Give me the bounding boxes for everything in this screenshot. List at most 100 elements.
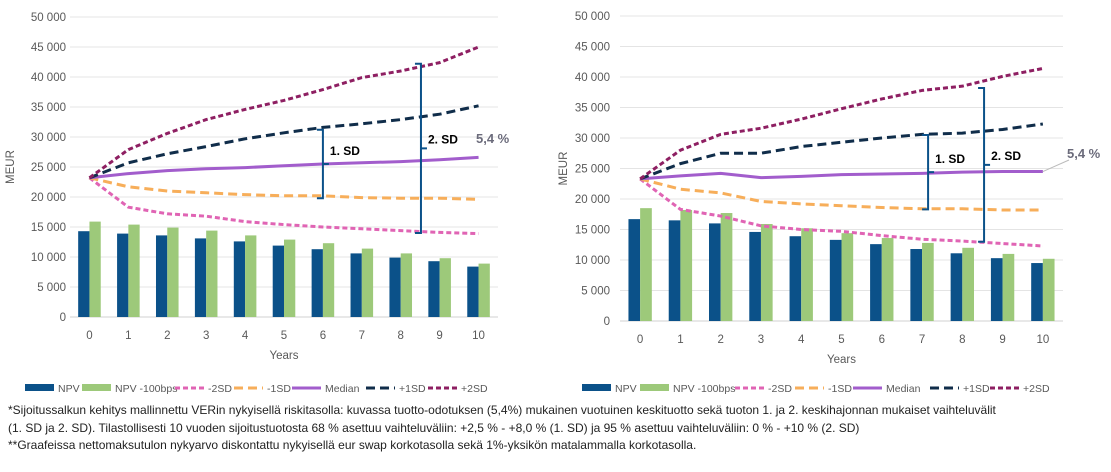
footnote: *Sijoitussalkun kehitys mallinnettu VERi… <box>8 402 996 455</box>
bar-npv-100bps <box>284 239 296 317</box>
bar-npv-100bps <box>1042 258 1055 321</box>
bar-npv-100bps <box>841 233 854 321</box>
x-axis-title: Years <box>270 350 299 362</box>
y-tick-label: 25 000 <box>575 164 610 176</box>
bar-npv <box>910 249 923 321</box>
sd-bracket <box>414 62 427 234</box>
y-tick-label: 15 000 <box>575 225 610 237</box>
legend-item: NPV -100bps <box>640 383 735 395</box>
bar-npv <box>272 245 284 317</box>
bar-npv-100bps <box>640 208 652 321</box>
line--2sd <box>88 176 479 236</box>
bar-npv <box>117 233 129 317</box>
y-tick-label: 30 000 <box>31 132 66 144</box>
end-label-leader <box>1042 159 1070 173</box>
legend-label: +2SD <box>1023 383 1050 395</box>
legend-swatch <box>82 384 111 391</box>
legend-label: NPV <box>615 383 637 395</box>
sd-label: 1. SD <box>935 152 965 166</box>
y-tick-label: 0 <box>604 316 610 328</box>
bar-npv <box>668 220 681 321</box>
x-tick-label: 6 <box>320 330 326 342</box>
bar-npv <box>628 219 641 321</box>
line-median <box>640 170 1043 181</box>
footnote-line-1: *Sijoitussalkun kehitys mallinnettu VERi… <box>8 403 996 417</box>
legend: NPV NPV -100bps -2SD -1SD Median +1SD +2SD <box>25 383 488 395</box>
y-tick-label: 30 000 <box>575 133 610 145</box>
bar-npv-100bps <box>167 227 179 317</box>
y-tick-label: 45 000 <box>31 42 66 54</box>
bar-npv <box>950 253 963 321</box>
bar-npv-100bps <box>801 228 813 321</box>
x-tick-label: 3 <box>203 330 209 342</box>
bar-npv-100bps <box>881 238 894 321</box>
x-tick-label: 9 <box>999 334 1005 346</box>
legend-label: +1SD <box>963 383 990 395</box>
y-tick-label: 0 <box>60 312 66 324</box>
bar-npv-100bps <box>361 248 374 317</box>
x-tick-label: 10 <box>472 330 485 342</box>
legend-label: NPV <box>58 383 80 395</box>
y-tick-label: 10 000 <box>575 255 610 267</box>
bar-npv-100bps <box>89 221 101 317</box>
y-tick-label: 40 000 <box>31 72 66 84</box>
bar-npv <box>428 261 440 317</box>
x-tick-label: 10 <box>1036 334 1049 346</box>
legend-item: Median <box>292 383 360 395</box>
legend-item: NPV <box>582 383 637 395</box>
x-tick-label: 5 <box>281 330 287 342</box>
y-axis-title: MEUR <box>5 150 17 184</box>
bar-npv-100bps <box>962 247 974 321</box>
bar-npv <box>789 236 802 321</box>
bar-npv-100bps <box>400 253 413 317</box>
sd-label: 2. SD <box>428 132 458 146</box>
y-tick-label: 35 000 <box>575 103 610 115</box>
bar-npv-100bps <box>206 230 218 317</box>
x-tick-label: 0 <box>86 330 92 342</box>
x-tick-label: 9 <box>436 330 442 342</box>
bar-npv <box>389 257 401 317</box>
bar-npv <box>870 244 882 321</box>
y-tick-label: 5 000 <box>581 286 610 298</box>
sd-bracket <box>978 86 991 243</box>
bar-npv-100bps <box>680 209 693 321</box>
legend-item: +1SD <box>366 383 426 395</box>
x-tick-label: 2 <box>717 334 723 346</box>
legend-item: +2SD <box>990 383 1050 395</box>
y-tick-label: 25 000 <box>31 162 66 174</box>
x-tick-label: 7 <box>919 334 925 346</box>
legend-item: -1SD <box>795 383 852 395</box>
bar-npv-100bps <box>1002 253 1015 321</box>
y-tick-label: 20 000 <box>575 194 610 206</box>
legend: NPV NPV -100bps -2SD -1SD Median +1SD +2SD <box>582 383 1050 395</box>
sd-bracket <box>316 128 329 200</box>
bar-npv-100bps <box>922 242 934 321</box>
x-tick-label: 6 <box>879 334 885 346</box>
legend-label: -1SD <box>267 383 291 395</box>
bar-npv <box>78 231 90 317</box>
line--1sd <box>639 177 1043 212</box>
bar-npv-100bps <box>478 263 490 317</box>
legend-item: NPV <box>25 383 80 395</box>
y-tick-label: 50 000 <box>575 11 610 23</box>
line--2sd <box>639 177 1043 248</box>
x-tick-label: 5 <box>838 334 844 346</box>
footnote-line-3: **Graafeissa nettomaksutulon nykyarvo di… <box>8 438 697 452</box>
bar-npv-100bps <box>720 213 733 321</box>
bar-npv-100bps <box>760 224 773 321</box>
y-tick-label: 10 000 <box>31 252 66 264</box>
y-axis-title: MEUR <box>558 152 570 186</box>
x-tick-label: 3 <box>758 334 764 346</box>
x-tick-label: 2 <box>164 330 170 342</box>
y-tick-label: 20 000 <box>31 192 66 204</box>
legend-item: Median <box>853 383 921 395</box>
bar-npv-100bps <box>439 258 451 317</box>
x-tick-label: 4 <box>242 330 249 342</box>
median-return-label: 5,4 % <box>1067 146 1101 161</box>
legend-swatch <box>25 384 54 391</box>
bar-npv-100bps <box>128 224 140 317</box>
legend-label: NPV -100bps <box>115 383 177 395</box>
legend-swatch <box>582 384 611 391</box>
